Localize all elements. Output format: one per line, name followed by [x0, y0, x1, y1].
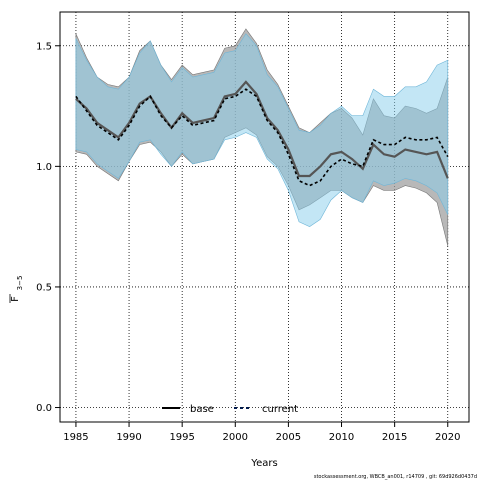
y-tick-label: 1.0 — [36, 162, 52, 173]
x-tick-label: 2015 — [382, 432, 407, 443]
x-tick-label: 2005 — [276, 432, 301, 443]
footer-note: stockassessment.org, WBCB_an001, r14709 … — [314, 474, 477, 480]
line-current — [75, 88, 449, 187]
band-current — [75, 33, 449, 227]
x-tick-label: 1985 — [63, 432, 88, 443]
x-tick-label: 1995 — [169, 432, 194, 443]
axes: 1985 1990 1995 2000 2005 2010 2015 2020 0.0 0.5 1.… — [36, 41, 460, 443]
y-tick-label: 1.5 — [36, 41, 52, 52]
legend: base current — [162, 404, 298, 415]
x-tick-label: 1990 — [116, 432, 141, 443]
x-tick-label: 2000 — [223, 432, 248, 443]
x-axis-title: Years — [250, 458, 277, 469]
y-axis-title-main: F — [10, 296, 21, 302]
x-tick-label: 2020 — [435, 432, 460, 443]
x-tick-label: 2010 — [329, 432, 354, 443]
y-axis-title-subscript: 3−5 — [16, 276, 24, 291]
plot-frame — [59, 11, 470, 423]
confidence-bands — [75, 28, 449, 246]
y-tick-label: 0.0 — [36, 403, 52, 414]
y-tick-label: 0.5 — [36, 282, 52, 293]
legend-base-label: base — [190, 404, 214, 415]
legend-current-label: current — [262, 404, 298, 415]
y-axis-title: F 3−5 — [9, 276, 24, 303]
line-base — [75, 80, 449, 179]
series-lines — [75, 80, 449, 187]
